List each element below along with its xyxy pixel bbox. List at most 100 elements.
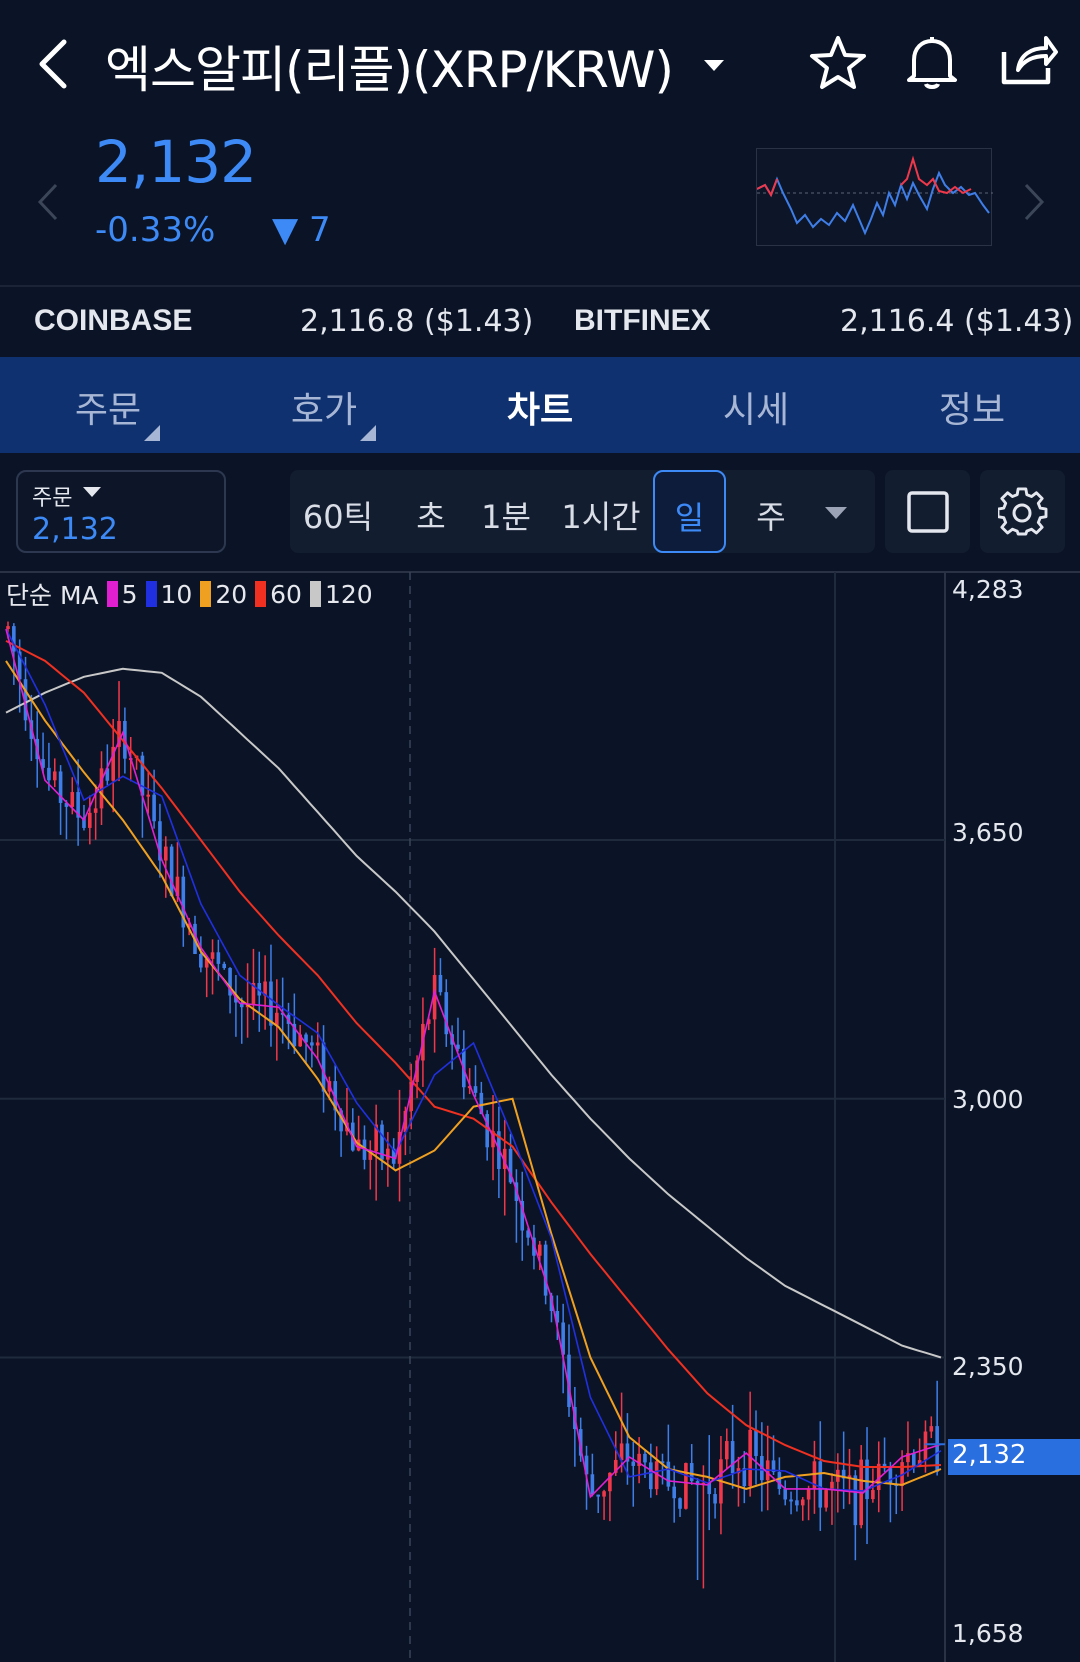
candle-body	[374, 1124, 378, 1152]
candle-body	[742, 1468, 747, 1487]
candle-body	[6, 626, 10, 630]
exchange-name: BITFINEX	[574, 304, 711, 337]
candle-body	[602, 1491, 606, 1497]
bell-icon[interactable]	[902, 32, 962, 92]
ma-legend-label: 단순 MA	[6, 581, 99, 610]
share-icon[interactable]	[998, 30, 1058, 90]
chart-settings-button[interactable]	[980, 470, 1065, 553]
period-selector: 60틱 초 1분 1시간 주	[290, 470, 875, 553]
ma20-line	[5, 660, 942, 1490]
candle-body	[818, 1461, 823, 1508]
caret-down-icon[interactable]	[702, 58, 726, 74]
candle-body	[707, 1482, 712, 1495]
tab-order[interactable]: 주문	[74, 390, 142, 431]
candle-body	[275, 1012, 279, 1026]
candle-body	[491, 1131, 495, 1148]
tab-orderbook[interactable]: 호가	[290, 390, 358, 431]
candle-body	[397, 1131, 402, 1164]
candle-body	[23, 679, 28, 721]
candle-body	[251, 982, 256, 1005]
order-price: 2,132	[32, 512, 118, 547]
candle-body	[906, 1453, 910, 1463]
candle-body	[561, 1322, 565, 1355]
candle-body	[555, 1310, 560, 1323]
candle-body	[158, 821, 162, 861]
candle-body	[292, 1023, 297, 1047]
candle-body	[567, 1354, 571, 1407]
candle-body	[485, 1114, 489, 1148]
candle-body	[502, 1148, 507, 1169]
candle-body	[649, 1462, 653, 1490]
ma10-swatch	[145, 581, 157, 607]
candle-body	[923, 1431, 928, 1461]
ma10-label: 10	[160, 579, 193, 609]
period-60tick[interactable]: 60틱	[302, 498, 374, 536]
period-1min[interactable]: 1분	[481, 498, 531, 536]
candle-body	[596, 1494, 601, 1497]
tab-market[interactable]: 시세	[722, 390, 790, 431]
candle-body	[678, 1498, 682, 1509]
ma120-label: 120	[324, 579, 373, 609]
candle-body	[789, 1499, 793, 1502]
candle-body	[456, 1044, 460, 1049]
candle-body	[438, 975, 443, 993]
candle-body	[730, 1441, 735, 1474]
tab-info[interactable]: 정보	[938, 390, 1006, 431]
star-icon[interactable]	[808, 34, 868, 92]
ma5-swatch	[106, 581, 118, 607]
candle-body	[672, 1486, 676, 1499]
order-price-selector[interactable]: 주문 2,132	[16, 470, 226, 553]
candle-body	[257, 982, 262, 996]
change-percent: -0.33%	[95, 210, 216, 250]
back-chevron-icon[interactable]	[34, 36, 74, 92]
next-coin-icon[interactable]	[1022, 182, 1046, 222]
candle-body	[99, 768, 104, 809]
candle-body	[888, 1468, 893, 1484]
candle-body	[684, 1463, 688, 1509]
candle-body	[847, 1475, 852, 1479]
drawing-tool-button[interactable]	[885, 470, 970, 553]
candle-body	[824, 1490, 828, 1508]
candle-body	[929, 1426, 934, 1432]
candle-body	[58, 771, 63, 803]
ma60-label: 60	[270, 579, 302, 609]
candle-body	[93, 808, 98, 813]
candle-body	[871, 1490, 875, 1500]
candle-body	[146, 794, 151, 797]
candle-body	[713, 1494, 717, 1504]
tab-chart[interactable]: 차트	[506, 390, 574, 431]
candle-body	[467, 1086, 472, 1089]
y-tick-label: 1,658	[952, 1619, 1024, 1648]
page-title[interactable]: 엑스알피(리플)(XRP/KRW)	[105, 41, 674, 99]
candle-body	[228, 968, 232, 996]
period-day-label: 일	[674, 499, 705, 537]
ma60-swatch	[255, 581, 267, 607]
candle-body	[140, 755, 145, 796]
candle-body	[637, 1453, 641, 1466]
candle-body	[584, 1455, 589, 1475]
candle-body	[444, 992, 449, 1035]
candle-body	[391, 1148, 396, 1164]
candle-body	[590, 1474, 595, 1495]
candle-body	[298, 1034, 302, 1047]
candle-body	[666, 1461, 671, 1487]
period-day[interactable]: 일	[653, 470, 726, 553]
candle-body	[806, 1488, 811, 1500]
ma20-label: 20	[215, 579, 248, 609]
price-chart[interactable]	[0, 568, 1080, 1662]
current-price: 2,132	[95, 128, 257, 196]
ma5-label: 5	[121, 579, 138, 609]
candle-body	[403, 1110, 408, 1132]
period-more-icon[interactable]	[824, 506, 848, 520]
period-1hour[interactable]: 1시간	[561, 498, 641, 536]
period-second[interactable]: 초	[416, 498, 446, 536]
previous-coin-icon[interactable]	[36, 182, 60, 222]
period-week[interactable]: 주	[756, 498, 786, 536]
exchange-price-row: COINBASE 2,116.8 ($1.43) BITFINEX 2,116.…	[0, 285, 1080, 357]
candle-body	[689, 1463, 694, 1482]
candle-body	[724, 1441, 729, 1460]
mini-sparkline[interactable]	[756, 148, 993, 246]
candle-body	[432, 975, 437, 1020]
candle-body	[654, 1461, 659, 1490]
candle-body	[310, 1042, 314, 1046]
